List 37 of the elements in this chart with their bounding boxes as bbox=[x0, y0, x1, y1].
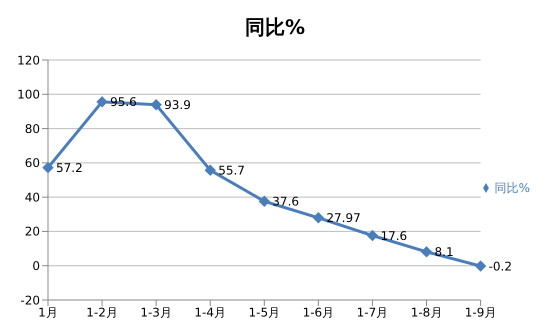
data-label: 8.1 bbox=[434, 245, 454, 260]
y-tick-label: 120 bbox=[17, 53, 40, 68]
point bbox=[366, 230, 378, 242]
data-label: 17.6 bbox=[380, 228, 408, 243]
data-label: 93.9 bbox=[164, 98, 191, 112]
y-tick-label: 20 bbox=[24, 224, 40, 239]
y-tick-label: 0 bbox=[32, 258, 40, 273]
data-label: 55.7 bbox=[218, 163, 245, 178]
data-label: 37.6 bbox=[272, 194, 300, 209]
point bbox=[421, 246, 432, 258]
y-tick-label: -20 bbox=[20, 293, 40, 308]
chart-title: 同比% bbox=[244, 14, 306, 41]
x-tick-label: 1-5月 bbox=[248, 306, 280, 320]
point bbox=[258, 196, 270, 207]
x-tick-label: 1-3月 bbox=[140, 306, 172, 320]
point bbox=[204, 164, 216, 176]
x-tick-label: 1-9月 bbox=[464, 306, 496, 320]
y-tick-label: 60 bbox=[24, 156, 40, 170]
data-label: 57.2 bbox=[56, 160, 83, 175]
legend-label: 同比% bbox=[494, 180, 530, 194]
x-tick-label: 1-6月 bbox=[302, 306, 334, 320]
y-tick-label: 80 bbox=[24, 122, 40, 136]
point bbox=[96, 96, 108, 108]
x-tick-label: 1月 bbox=[38, 306, 58, 320]
point bbox=[42, 162, 54, 174]
point bbox=[475, 260, 486, 272]
data-label: 27.97 bbox=[326, 211, 361, 226]
y-tick-label: 100 bbox=[17, 88, 40, 102]
x-tick-label: 1-2月 bbox=[86, 306, 118, 320]
point bbox=[312, 212, 324, 224]
x-tick-label: 1-4月 bbox=[194, 306, 226, 320]
y-tick-label: 40 bbox=[24, 190, 40, 204]
x-tick-label: 1-7月 bbox=[356, 306, 388, 320]
data-label: 95.6 bbox=[110, 95, 137, 110]
data-label: -0.2 bbox=[488, 259, 512, 274]
point bbox=[150, 99, 162, 110]
x-tick-label: 1-8月 bbox=[410, 306, 442, 320]
